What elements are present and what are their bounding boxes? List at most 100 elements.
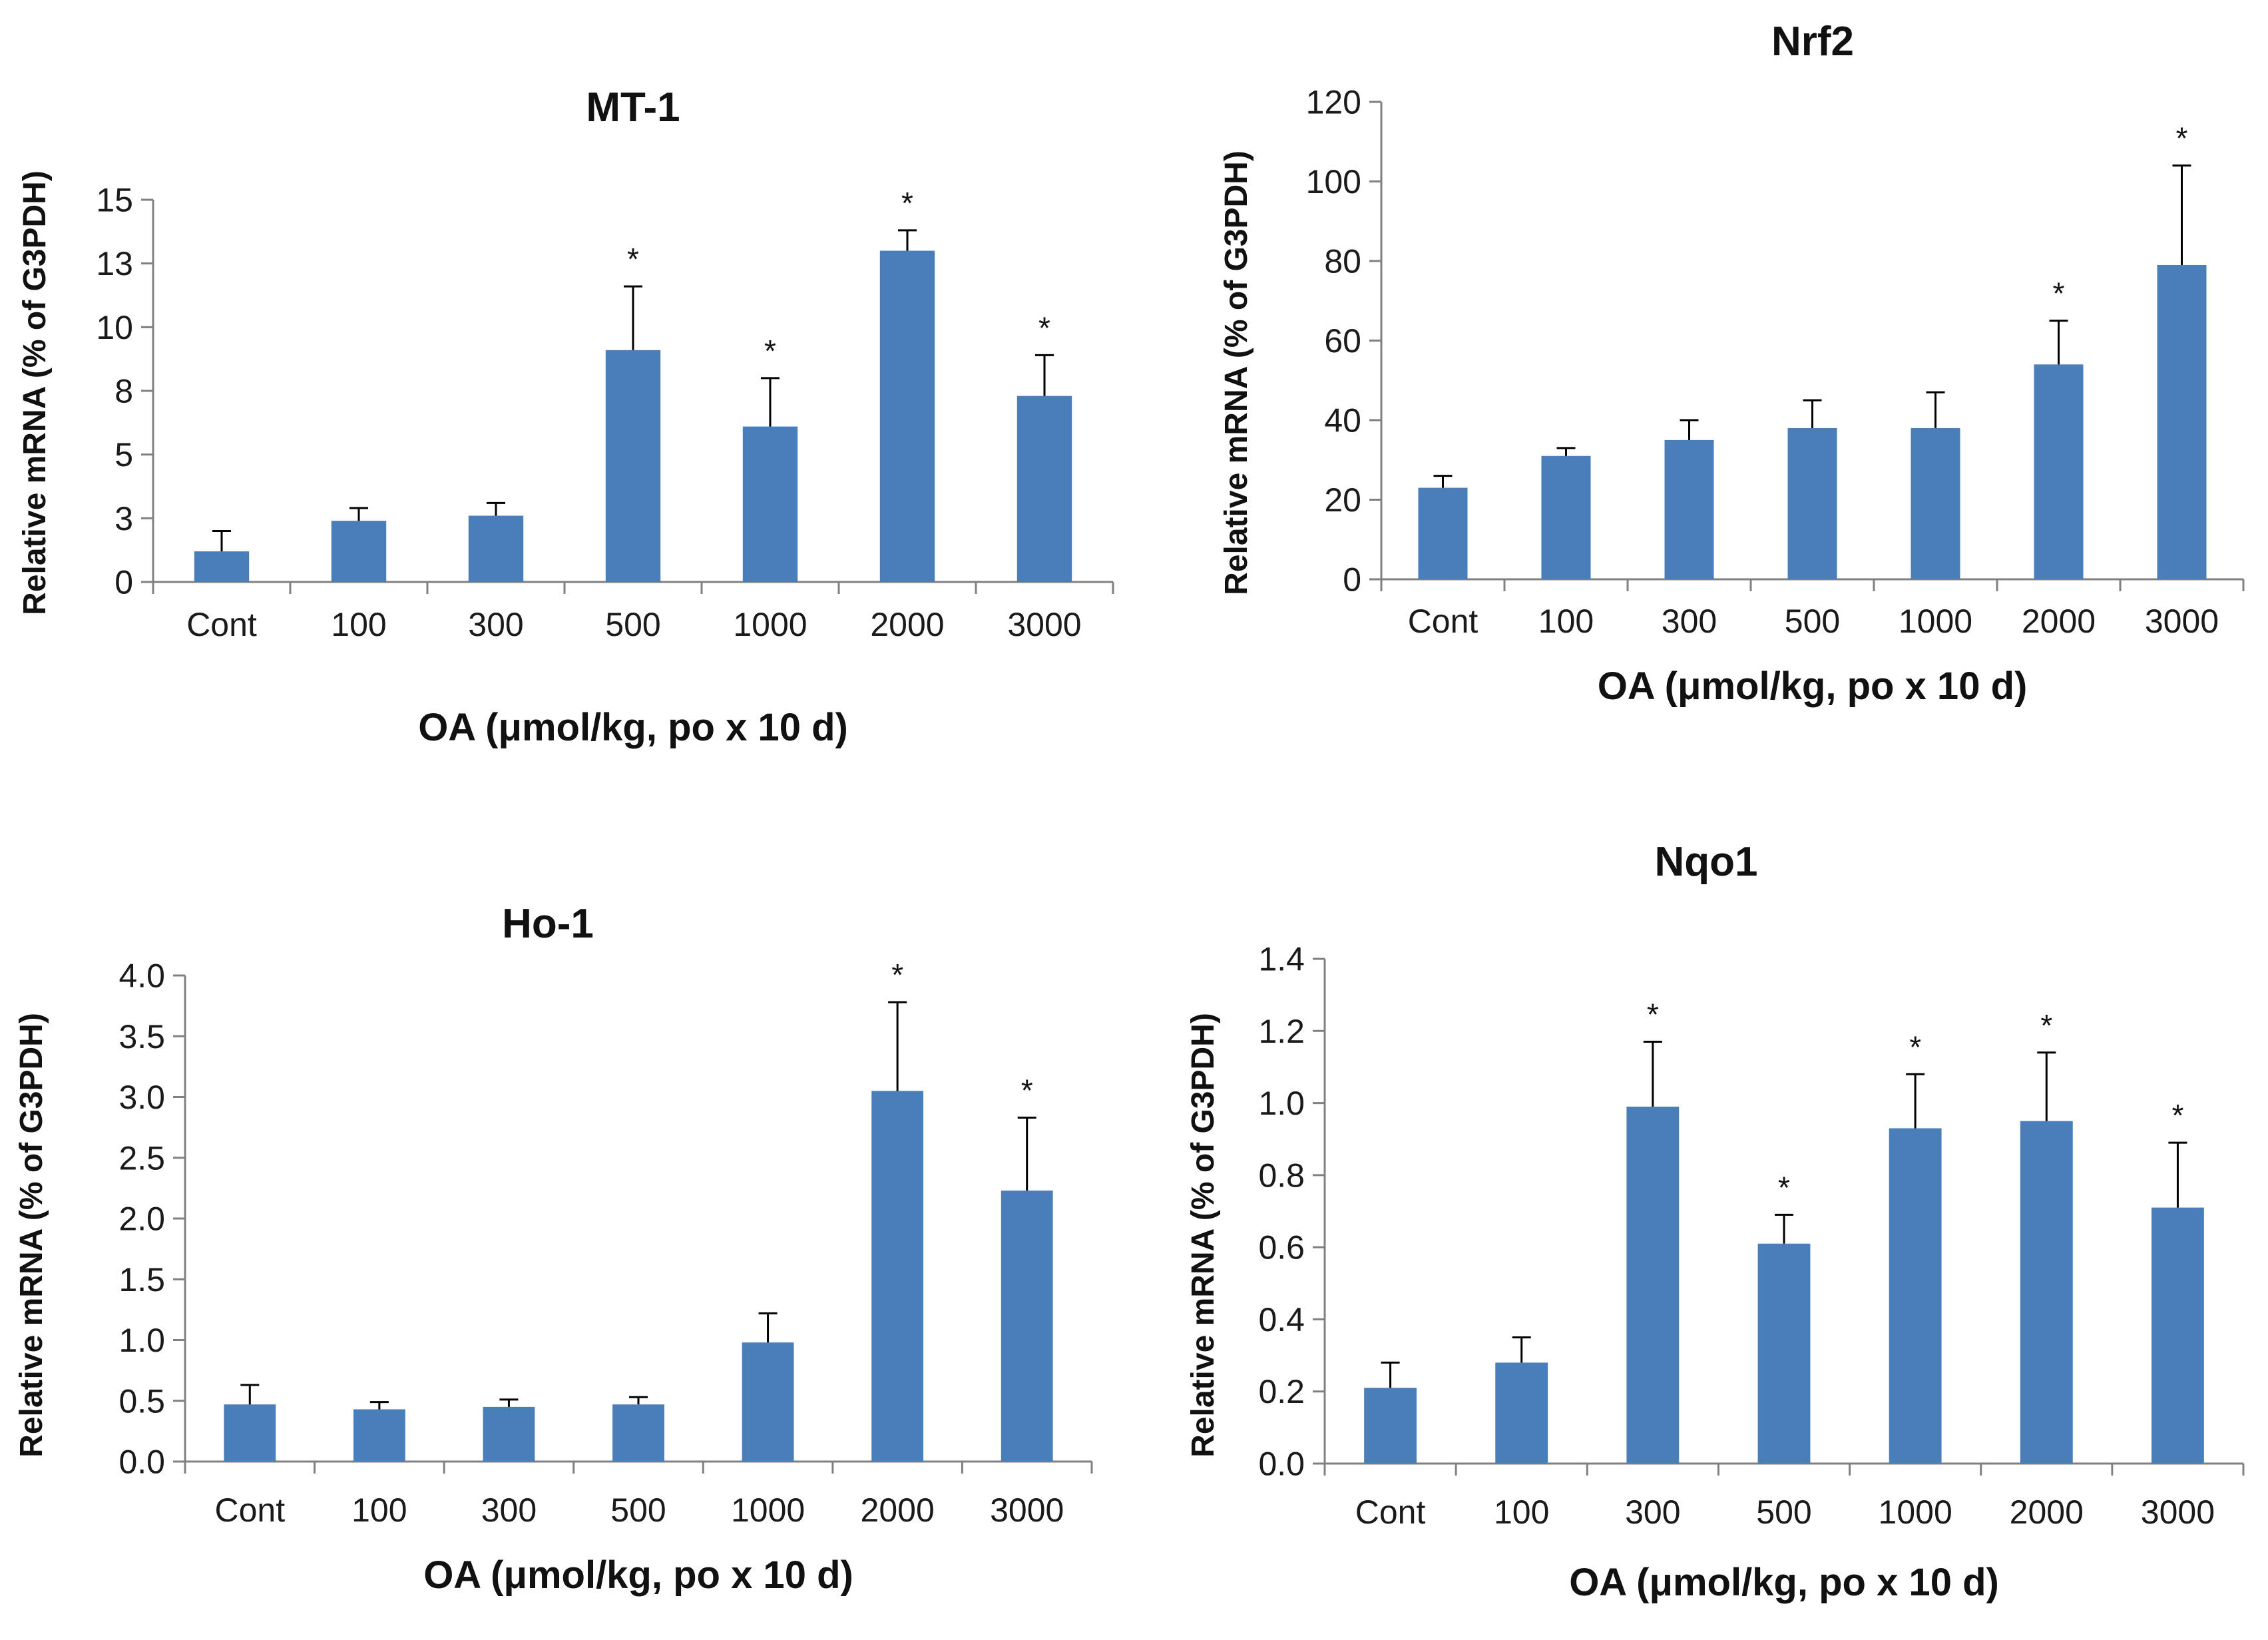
bar bbox=[1495, 1362, 1548, 1464]
x-axis-label: OA (μmol/kg, po x 10 d) bbox=[1598, 665, 2028, 708]
bar bbox=[742, 1342, 794, 1462]
significance-star: * bbox=[891, 957, 903, 992]
significance-star: * bbox=[1021, 1073, 1033, 1108]
significance-star: * bbox=[2053, 276, 2065, 311]
bar bbox=[1787, 427, 1837, 579]
x-tick-label: 3000 bbox=[2141, 1494, 2215, 1531]
y-tick-label: 1.0 bbox=[118, 1322, 165, 1359]
y-tick-label: 1.4 bbox=[1258, 941, 1305, 978]
x-tick-label: 3000 bbox=[2145, 603, 2219, 640]
y-tick-label: 80 bbox=[1324, 243, 1361, 280]
x-tick-label: 2000 bbox=[2010, 1494, 2084, 1531]
x-tick-label: 100 bbox=[1538, 603, 1594, 640]
x-tick-label: 1000 bbox=[1899, 603, 1972, 640]
bar bbox=[1911, 427, 1960, 579]
y-axis-label: Relative mRNA (% of G3PDH) bbox=[14, 1013, 49, 1458]
bar bbox=[1626, 1106, 1680, 1464]
bar bbox=[353, 1409, 405, 1462]
x-tick-label: 300 bbox=[1662, 603, 1717, 640]
y-tick-label: 1.0 bbox=[1258, 1085, 1305, 1122]
significance-star: * bbox=[627, 242, 639, 276]
bar bbox=[1541, 455, 1591, 579]
bar bbox=[1364, 1388, 1417, 1464]
significance-star: * bbox=[1647, 997, 1659, 1032]
bar bbox=[194, 551, 250, 582]
significance-star: * bbox=[1909, 1029, 1921, 1064]
x-axis-label: OA (μmol/kg, po x 10 d) bbox=[418, 706, 848, 749]
x-tick-label: 1000 bbox=[733, 606, 807, 643]
y-tick-label: 2.5 bbox=[118, 1139, 165, 1177]
chart-mt1: MT-1 0 3 5 8 10 13 15 Cont 100 300 * 500 * 1000 * 2000 * 3… bbox=[17, 85, 1114, 749]
y-tick-label: 10 bbox=[96, 309, 133, 346]
y-tick-label: 8 bbox=[114, 373, 133, 410]
y-tick-label: 60 bbox=[1324, 322, 1361, 360]
y-tick-label: 13 bbox=[96, 245, 133, 282]
y-axis-label: Relative mRNA (% of G3PDH) bbox=[1186, 1013, 1221, 1458]
y-tick-label: 0.5 bbox=[118, 1382, 165, 1420]
bar bbox=[2152, 1207, 2204, 1464]
y-tick-label: 0.6 bbox=[1258, 1229, 1305, 1266]
y-tick-label: 3.5 bbox=[118, 1018, 165, 1055]
bar bbox=[871, 1091, 924, 1462]
y-tick-label: 0 bbox=[1343, 561, 1361, 599]
bar bbox=[1757, 1243, 1811, 1464]
bar bbox=[605, 350, 661, 582]
chart-title: Ho-1 bbox=[502, 901, 594, 947]
x-tick-label: 300 bbox=[481, 1492, 537, 1529]
y-tick-label: 0 bbox=[114, 564, 133, 601]
y-tick-label: 0.2 bbox=[1258, 1373, 1305, 1410]
x-tick-label: 500 bbox=[1756, 1494, 1811, 1531]
y-tick-label: 120 bbox=[1306, 84, 1361, 121]
y-tick-label: 5 bbox=[114, 436, 133, 473]
significance-star: * bbox=[2171, 1098, 2183, 1133]
y-axis-label: Relative mRNA (% of G3PDH) bbox=[1219, 150, 1254, 595]
y-tick-label: 3 bbox=[114, 500, 133, 537]
x-tick-label: Cont bbox=[214, 1492, 285, 1529]
chart-title: Nqo1 bbox=[1655, 839, 1758, 885]
x-tick-label: 500 bbox=[610, 1492, 666, 1529]
y-tick-label: 0.4 bbox=[1258, 1301, 1305, 1338]
bar bbox=[2020, 1121, 2073, 1464]
bar bbox=[1418, 487, 1468, 579]
y-tick-label: 1.2 bbox=[1258, 1013, 1305, 1050]
bar bbox=[483, 1406, 535, 1462]
y-tick-label: 4.0 bbox=[118, 957, 165, 995]
y-tick-label: 0.8 bbox=[1258, 1157, 1305, 1194]
significance-star: * bbox=[2176, 121, 2188, 156]
x-tick-label: 2000 bbox=[861, 1492, 935, 1529]
bar bbox=[1017, 396, 1072, 582]
bar bbox=[468, 515, 524, 582]
chart-nrf2: Nrf2 0 20 40 60 80 100 120 Cont 100 300 500 1000 * 200… bbox=[1219, 19, 2245, 708]
bar bbox=[224, 1404, 276, 1462]
x-tick-label: 3000 bbox=[990, 1492, 1064, 1529]
chart-nqo1: Nqo1 0.0 0.2 0.4 0.6 0.8 1.0 1.2 1.4 Cont 100 * 300 *… bbox=[1186, 839, 2245, 1604]
chart-title: Nrf2 bbox=[1771, 19, 1854, 65]
bar bbox=[2157, 264, 2207, 579]
x-tick-label: 100 bbox=[1494, 1494, 1549, 1531]
y-tick-label: 100 bbox=[1306, 163, 1361, 200]
bar bbox=[879, 250, 935, 582]
x-tick-label: 300 bbox=[468, 606, 523, 643]
x-axis-label: OA (μmol/kg, po x 10 d) bbox=[1569, 1561, 1999, 1604]
significance-star: * bbox=[2040, 1008, 2052, 1043]
y-tick-label: 40 bbox=[1324, 402, 1361, 439]
y-tick-label: 0.0 bbox=[118, 1444, 165, 1481]
x-tick-label: Cont bbox=[1408, 603, 1478, 640]
x-axis-label: OA (μmol/kg, po x 10 d) bbox=[423, 1553, 853, 1597]
bar bbox=[742, 426, 798, 582]
x-tick-label: Cont bbox=[186, 606, 257, 643]
x-tick-label: 100 bbox=[331, 606, 386, 643]
bar bbox=[1889, 1128, 1942, 1464]
chart-title: MT-1 bbox=[586, 85, 680, 131]
bar bbox=[1001, 1191, 1053, 1462]
significance-star: * bbox=[901, 186, 913, 220]
x-tick-label: 2000 bbox=[870, 606, 944, 643]
x-tick-label: Cont bbox=[1355, 1494, 1426, 1531]
x-tick-label: 300 bbox=[1625, 1494, 1680, 1531]
x-tick-label: 500 bbox=[1785, 603, 1840, 640]
bar bbox=[2034, 364, 2084, 579]
y-tick-label: 15 bbox=[96, 182, 133, 219]
x-tick-label: 1000 bbox=[1879, 1494, 1952, 1531]
y-axis-label: Relative mRNA (% of G3PDH) bbox=[17, 170, 53, 615]
